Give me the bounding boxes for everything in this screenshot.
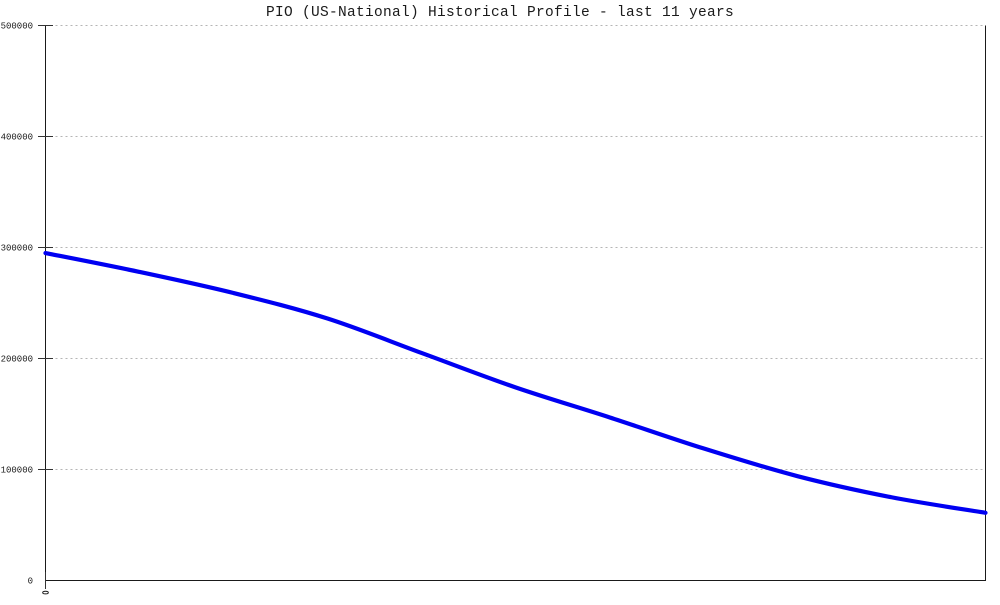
svg-text:500000: 500000 xyxy=(1,22,33,32)
svg-text:300000: 300000 xyxy=(1,244,33,254)
svg-text:0: 0 xyxy=(28,577,33,587)
svg-text:400000: 400000 xyxy=(1,133,33,143)
svg-text:200000: 200000 xyxy=(1,355,33,365)
svg-text:100000: 100000 xyxy=(1,466,33,476)
